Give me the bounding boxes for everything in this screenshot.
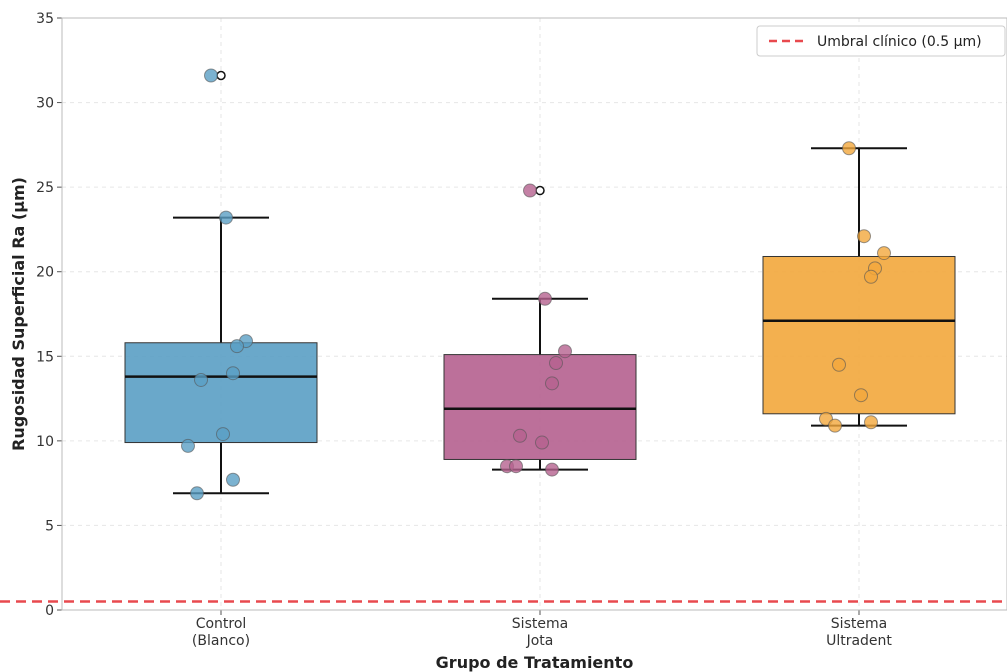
data-point-4 xyxy=(545,376,559,391)
data-point-0 xyxy=(842,141,856,156)
x-tick-label-2-1: Ultradent xyxy=(826,633,892,649)
data-point-4 xyxy=(864,269,878,284)
data-point-5 xyxy=(194,372,208,387)
data-point-9 xyxy=(509,459,523,474)
y-tick-label-20: 20 xyxy=(36,265,54,281)
box-iqr xyxy=(762,255,956,415)
y-tick-label-5: 5 xyxy=(45,518,54,534)
y-tick-label-30: 30 xyxy=(36,96,54,112)
x-tick-label-0-1: (Blanco) xyxy=(192,633,250,649)
data-point-1 xyxy=(538,291,552,306)
data-point-0 xyxy=(523,183,537,198)
y-tick-label-0: 0 xyxy=(45,603,54,619)
y-tick-label-35: 35 xyxy=(36,11,54,27)
box-group-0 xyxy=(124,68,318,501)
y-tick-label-25: 25 xyxy=(36,180,54,196)
data-point-6 xyxy=(535,435,549,450)
x-axis-ticks: Control(Blanco)SistemaJotaSistemaUltrade… xyxy=(192,610,892,649)
box-group-2 xyxy=(762,141,956,433)
data-point-7 xyxy=(181,438,195,453)
y-axis-label: Rugosidad Superficial Ra (µm) xyxy=(9,177,28,451)
data-point-3 xyxy=(230,339,244,354)
plot-frame xyxy=(61,17,1007,611)
box-iqr xyxy=(124,342,318,444)
y-tick-label-10: 10 xyxy=(36,434,54,450)
outlier-marker-0 xyxy=(216,70,226,81)
data-point-8 xyxy=(226,472,240,487)
data-point-9 xyxy=(828,418,842,433)
data-point-8 xyxy=(864,415,878,430)
data-point-1 xyxy=(219,210,233,225)
data-point-6 xyxy=(854,388,868,403)
legend: Umbral clínico (0.5 µm) xyxy=(756,25,1006,57)
data-point-3 xyxy=(549,356,563,371)
outlier-marker-0 xyxy=(535,185,545,196)
data-point-5 xyxy=(513,428,527,443)
data-point-4 xyxy=(226,366,240,381)
data-point-2 xyxy=(558,344,572,359)
x-tick-label-2-0: Sistema xyxy=(831,616,887,632)
x-tick-label-1-0: Sistema xyxy=(512,616,568,632)
data-point-0 xyxy=(204,68,218,83)
legend-box xyxy=(756,25,1006,57)
data-point-9 xyxy=(190,486,204,501)
y-tick-label-15: 15 xyxy=(36,349,54,365)
data-point-1 xyxy=(857,229,871,244)
x-tick-label-0-0: Control xyxy=(196,616,247,632)
x-axis-label: Grupo de Tratamiento xyxy=(436,653,634,672)
box-group-1 xyxy=(443,183,637,477)
x-tick-label-1-1: Jota xyxy=(526,633,554,649)
box-groups xyxy=(124,68,956,501)
data-point-8 xyxy=(545,462,559,477)
data-point-6 xyxy=(216,427,230,442)
data-point-2 xyxy=(877,246,891,261)
y-axis-ticks: 0 5 10 15 20 25 30 35 xyxy=(36,11,62,619)
data-point-5 xyxy=(832,357,846,372)
legend-item-umbral: Umbral clínico (0.5 µm) xyxy=(817,34,982,50)
